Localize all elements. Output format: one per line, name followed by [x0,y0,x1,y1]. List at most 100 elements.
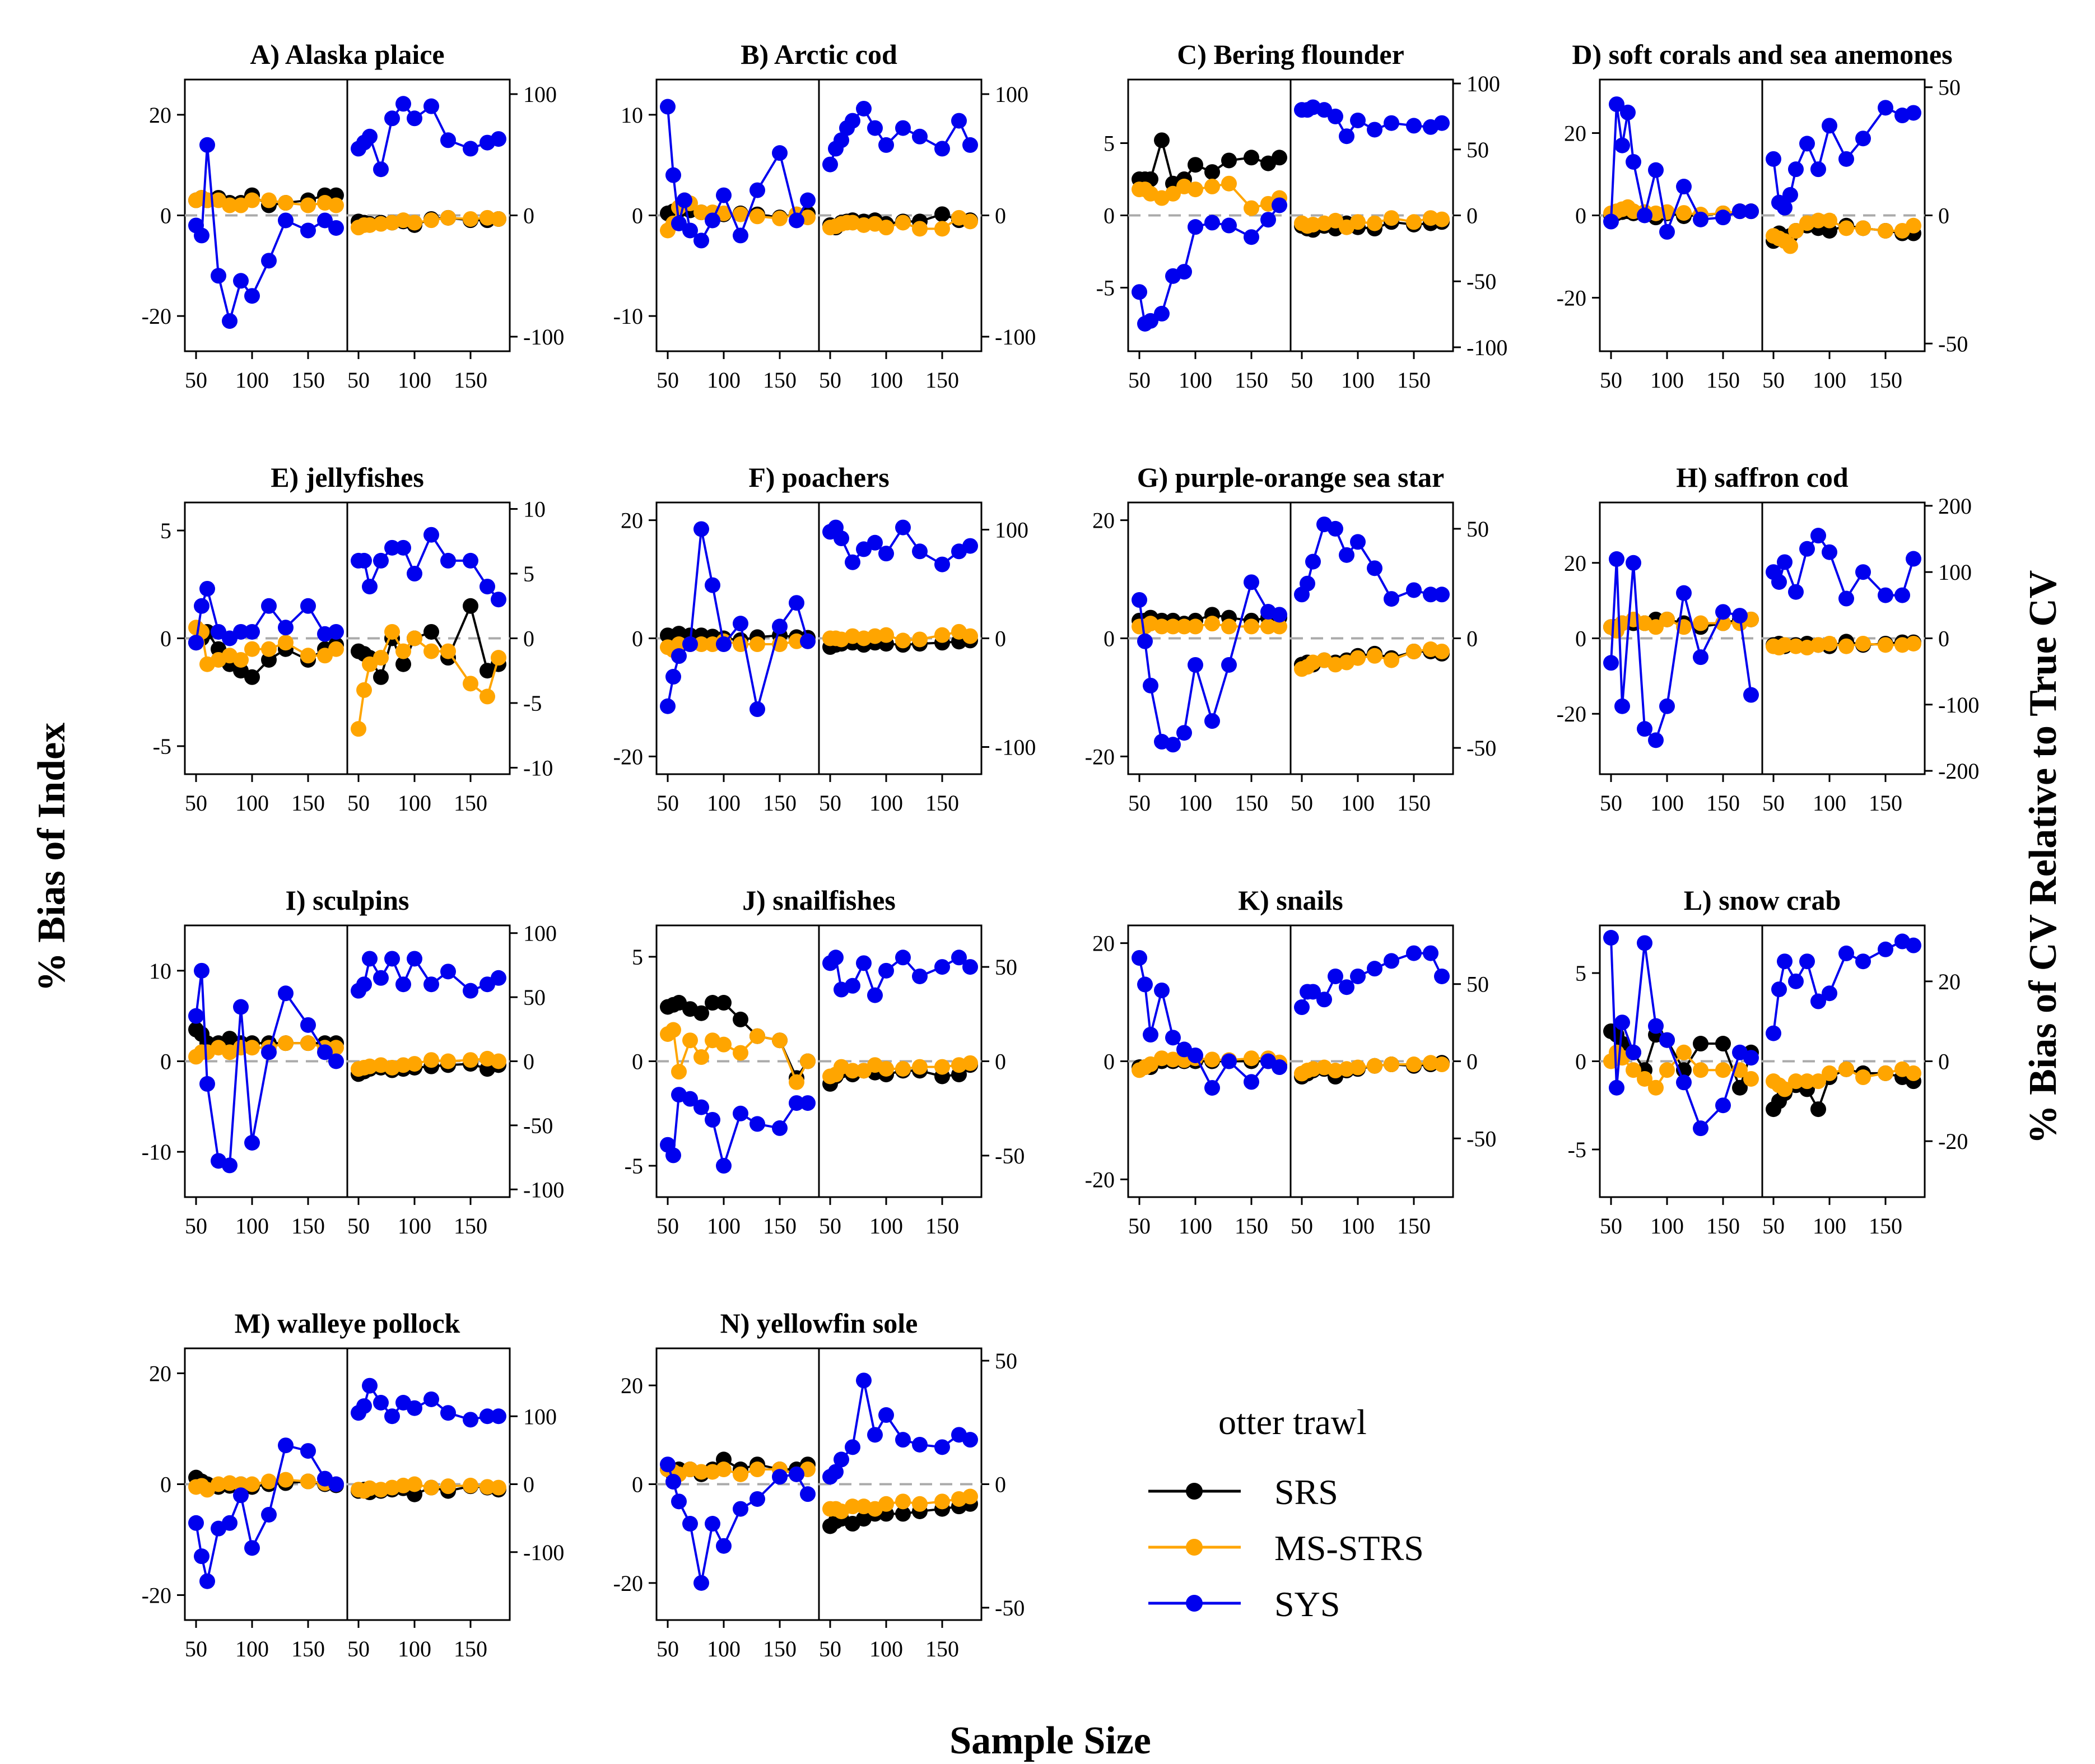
point-sys-cv [1406,945,1422,961]
x-tick-label: 50 [185,1213,207,1239]
y-tick-label-left: -20 [1557,701,1586,727]
y-tick-label-left: 0 [1104,1049,1115,1074]
point-sys-index [199,1076,215,1092]
point-ms-strs-cv [1906,1065,1921,1081]
point-sys-index [1137,976,1153,993]
point-sys-cv [1822,118,1837,134]
point-sys-cv [934,959,950,975]
point-sys-index [261,598,277,614]
point-ms-strs-index [244,641,260,657]
point-sys-index [261,1044,277,1060]
point-sys-cv [845,978,860,994]
x-tick-label: 50 [1762,790,1785,816]
point-sys-cv [1350,534,1366,550]
point-ms-strs-index [1204,1051,1220,1068]
point-ms-strs-cv [384,623,400,640]
y-tick-label-right: -50 [995,1143,1025,1169]
point-sys-index [328,623,344,640]
point-sys-index [300,222,316,239]
panel-title: G) purple-orange sea star [1137,462,1445,493]
y-tick-label-right: 0 [1938,1049,1949,1074]
y-tick-label-left: -20 [1085,744,1115,769]
panel-d-soft-corals-and-sea-anemones: D) soft corals and sea anemones -20 0 20 -50… [1557,39,1968,393]
x-tick-label: 50 [819,367,841,393]
x-tick-label: 100 [869,790,903,816]
panel-title: F) poachers [748,462,889,493]
point-ms-strs-index [244,1040,260,1056]
x-tick-label: 100 [398,367,431,393]
point-srs-cv [373,669,389,685]
point-ms-strs-cv [479,1479,495,1495]
panel-title: K) snails [1238,885,1343,916]
point-ms-strs-cv [895,215,911,231]
point-ms-strs-cv [878,1496,894,1512]
y-tick-label-right: 100 [523,82,557,107]
point-ms-strs-index [693,1049,709,1065]
point-sys-cv [878,546,894,562]
point-sys-index [1732,608,1748,624]
point-sys-index [244,1135,260,1151]
point-sys-cv [845,1439,860,1455]
point-sys-cv [1305,984,1321,1000]
y-tick-label-left: -20 [142,1583,171,1608]
point-ms-strs-cv [1406,1056,1422,1073]
point-srs-index [1188,157,1203,173]
y-tick-label-left: 0 [160,626,171,651]
x-tick-label: 150 [1869,790,1902,816]
point-ms-strs-cv [1878,1065,1893,1081]
legend-sys-marker [1186,1595,1203,1612]
y-tick-label-right: -50 [1938,331,1968,356]
point-sys-cv [1406,582,1422,598]
point-sys-cv [867,534,883,551]
x-tick-label: 150 [1235,367,1268,393]
point-ms-strs-index [1693,1062,1708,1078]
panel-title: I) sculpins [286,885,409,916]
y-tick-label-left: -20 [1557,285,1586,310]
point-sys-cv [356,976,372,993]
point-sys-index [671,1493,687,1510]
panel-m-walleye-pollock: M) walleye pollock -20 0 20 -100 0 100 50 100 150… [142,1307,565,1661]
series-sys-cv-line [829,1380,971,1478]
point-ms-strs-cv [1855,220,1871,236]
point-sys-cv [934,1439,950,1455]
point-ms-strs-index [749,1462,765,1478]
point-ms-strs-cv [1406,214,1422,230]
point-sys-index [1244,229,1259,245]
point-sys-cv [895,120,911,136]
y-tick-label-left: 10 [621,103,643,128]
x-tick-label: 100 [398,1213,431,1239]
point-srs-index [1154,132,1170,148]
point-ms-strs-index [278,1472,294,1488]
y-tick-label-right: 0 [523,1472,534,1497]
y-tick-label-right: 0 [523,1049,534,1074]
y-tick-label-left: 0 [632,203,643,229]
point-sys-index [660,698,676,714]
y-tick-label-right: 50 [1466,972,1489,997]
point-sys-cv [951,950,967,966]
panel-l-snow-crab: L) snow crab -5 0 5 -20 0 20 50 100 150 50 100 150 [1568,885,1968,1239]
y-tick-label-left: -5 [153,734,171,759]
point-sys-cv [1434,968,1450,984]
point-sys-index [716,187,732,203]
point-ms-strs-cv [491,650,506,666]
point-sys-index [194,227,210,244]
y-tick-label-left: -20 [142,304,171,329]
x-tick-label: 150 [1869,367,1902,393]
point-sys-index [278,620,294,636]
x-tick-label: 50 [185,1636,207,1661]
point-ms-strs-index [749,208,765,225]
point-sys-index [677,192,692,208]
point-sys-index [1221,1053,1237,1069]
x-tick-label: 50 [657,1636,679,1661]
point-srs-index [693,1005,709,1021]
point-sys-cv [356,552,372,569]
point-srs-index [1272,150,1287,166]
point-sys-index [244,288,260,304]
point-sys-index [800,192,816,208]
point-ms-strs-index [1260,618,1276,635]
x-tick-label: 50 [185,790,207,816]
x-tick-label: 50 [657,790,679,816]
y-tick-label-left: 0 [1575,1049,1586,1074]
